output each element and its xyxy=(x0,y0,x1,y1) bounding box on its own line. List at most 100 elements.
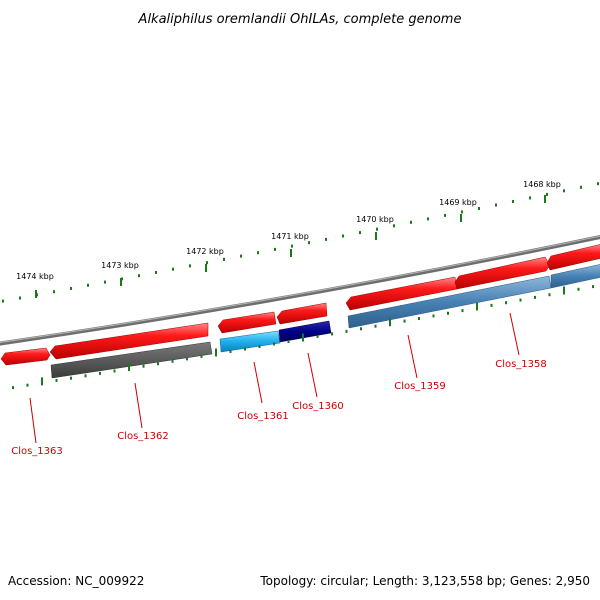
gene-block-clos-1358[interactable] xyxy=(550,264,600,289)
label-leader xyxy=(29,397,37,444)
ruler-major-tick xyxy=(41,377,43,386)
gene-arrow-clos-1358[interactable] xyxy=(454,256,551,290)
ruler-major-tick xyxy=(302,333,304,342)
ruler-minor-tick xyxy=(104,280,106,284)
gene-arrow-clos-1360[interactable] xyxy=(276,302,328,325)
ruler-minor-tick xyxy=(577,287,580,291)
outer-ruler-ticks xyxy=(2,182,599,303)
ruler-minor-tick xyxy=(274,247,276,251)
ruler-minor-tick xyxy=(172,267,174,271)
ruler-label: 1470 kbp xyxy=(356,215,394,224)
ruler-minor-tick xyxy=(403,319,406,323)
label-leader xyxy=(407,334,418,379)
ruler-minor-tick xyxy=(223,257,225,261)
map-title: Alkaliphilus oremlandii OhILAs, complete… xyxy=(138,12,462,27)
inner-ruler-ticks xyxy=(12,285,594,390)
genome-summary: Topology: circular; Length: 3,123,558 bp… xyxy=(259,574,590,588)
ruler-minor-tick xyxy=(360,327,362,331)
gene-label-clos-1361[interactable]: Clos_1361 xyxy=(237,411,289,422)
ruler-minor-tick xyxy=(505,301,507,305)
ruler-minor-tick xyxy=(53,290,55,294)
gene-arrow-clos-1359[interactable] xyxy=(345,276,458,311)
ruler-label: 1474 kbp xyxy=(16,272,54,281)
ruler-minor-tick xyxy=(244,347,246,351)
gene-arrow-next[interactable] xyxy=(546,244,600,271)
gene-label-clos-1358[interactable]: Clos_1358 xyxy=(495,359,547,370)
forward-strand-genes xyxy=(0,244,600,366)
ruler-minor-tick xyxy=(359,231,361,235)
ruler-label: 1468 kbp xyxy=(523,180,561,189)
ruler-minor-tick xyxy=(374,324,377,328)
gene-label-clos-1363[interactable]: Clos_1363 xyxy=(11,446,63,457)
ruler-major-tick xyxy=(35,290,37,298)
ruler-minor-tick xyxy=(258,345,261,348)
ruler-major-tick xyxy=(128,363,130,372)
ruler-major-tick xyxy=(290,249,292,257)
label-leader xyxy=(307,352,318,398)
gene-arrow-clos-1361[interactable] xyxy=(217,311,277,334)
ruler-minor-tick xyxy=(291,244,293,248)
ruler-minor-tick xyxy=(519,298,522,302)
ruler-minor-tick xyxy=(84,374,87,378)
ruler-minor-tick xyxy=(155,271,157,274)
ruler-minor-tick xyxy=(142,364,145,368)
label-leader xyxy=(253,361,263,404)
gene-block-clos-1361[interactable] xyxy=(219,330,281,353)
ruler-minor-tick xyxy=(331,332,333,336)
outer-ruler: 1474 kbp 1473 kbp 1472 kbp 1471 kbp 1470… xyxy=(16,180,561,298)
gene-block-clos-1360[interactable] xyxy=(278,320,332,343)
gene-label-clos-1360[interactable]: Clos_1360 xyxy=(292,401,344,412)
label-leader xyxy=(134,382,143,429)
ruler-label: 1472 kbp xyxy=(186,247,224,256)
ruler-minor-tick xyxy=(70,287,72,290)
ruler-minor-tick xyxy=(548,293,551,297)
gene-label-clos-1362[interactable]: Clos_1362 xyxy=(117,431,169,442)
ruler-minor-tick xyxy=(87,283,89,287)
gene-block-clos-1362[interactable] xyxy=(50,341,213,379)
ruler-label: 1471 kbp xyxy=(271,232,309,241)
ruler-minor-tick xyxy=(393,224,395,228)
ruler-major-tick xyxy=(563,286,565,295)
ruler-minor-tick xyxy=(99,371,101,375)
ruler-minor-tick xyxy=(200,354,203,358)
ruler-minor-tick xyxy=(55,379,58,382)
ruler-label: 1469 kbp xyxy=(439,198,477,207)
ruler-major-tick xyxy=(544,195,546,203)
ruler-major-tick xyxy=(476,302,478,311)
ruler-minor-tick xyxy=(495,203,497,207)
gene-labels: Clos_1363 Clos_1362 Clos_1361 Clos_1360 … xyxy=(11,312,547,457)
ruler-minor-tick xyxy=(546,192,548,196)
ruler-minor-tick xyxy=(427,217,429,221)
ruler-minor-tick xyxy=(19,296,21,300)
ruler-minor-tick xyxy=(2,299,4,303)
ruler-minor-tick xyxy=(432,314,435,318)
ruler-minor-tick xyxy=(490,303,493,307)
genome-backbone xyxy=(0,235,600,346)
ruler-minor-tick xyxy=(138,274,140,278)
ruler-minor-tick xyxy=(478,207,480,210)
gene-arrow-clos-1363[interactable] xyxy=(0,347,51,366)
ruler-major-tick xyxy=(215,348,217,357)
gene-label-clos-1359[interactable]: Clos_1359 xyxy=(394,381,446,392)
ruler-major-tick xyxy=(460,214,462,222)
ruler-minor-tick xyxy=(447,311,449,315)
ruler-minor-tick xyxy=(461,210,463,214)
ruler-minor-tick xyxy=(345,329,348,333)
ruler-minor-tick xyxy=(229,350,232,353)
ruler-minor-tick xyxy=(461,309,464,313)
ruler-minor-tick xyxy=(512,200,514,203)
ruler-minor-tick xyxy=(257,251,259,255)
ruler-minor-tick xyxy=(189,264,191,268)
ruler-major-tick xyxy=(205,264,207,272)
ruler-minor-tick xyxy=(444,213,446,217)
ruler-minor-tick xyxy=(240,254,242,258)
ruler-major-tick xyxy=(375,232,377,240)
ruler-minor-tick xyxy=(529,196,531,200)
ruler-minor-tick xyxy=(534,295,536,299)
ruler-minor-tick xyxy=(113,369,116,373)
gene-arrow-clos-1362[interactable] xyxy=(49,322,209,360)
ruler-minor-tick xyxy=(342,234,344,238)
ruler-minor-tick xyxy=(597,182,599,186)
ruler-minor-tick xyxy=(376,227,378,231)
